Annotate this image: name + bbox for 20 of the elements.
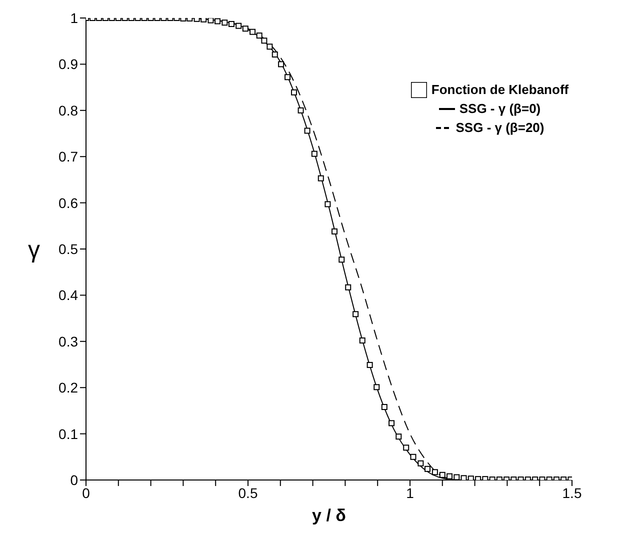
y-axis-title: γ [28,236,40,264]
x-tick-label: 0 [82,484,90,501]
y-tick-label: 0.8 [58,102,78,118]
y-tick-label: 0.1 [58,426,78,442]
legend-label: SSG - γ (β=0) [459,101,541,116]
y-tick-label: 0.2 [58,380,78,396]
y-tick-label: 0.4 [58,287,78,304]
x-axis-title: y / δ [312,506,346,525]
y-tick-label: 0.3 [58,333,78,350]
y-tick-label: 0.5 [58,240,78,257]
legend-label: SSG - γ (β=20) [456,120,544,136]
x-tick-label: 0.5 [238,484,258,501]
y-tick-label: 0.6 [58,194,78,211]
y-tick-label: 1 [70,10,78,26]
y-tick-label: 0.7 [58,148,78,165]
x-tick-label: 1 [406,484,414,501]
y-tick-label: 0.9 [58,56,78,72]
legend-label: Fonction de Klebanoff [431,82,569,98]
x-tick-label: 1.5 [562,484,582,501]
y-tick-label: 0 [70,472,78,488]
